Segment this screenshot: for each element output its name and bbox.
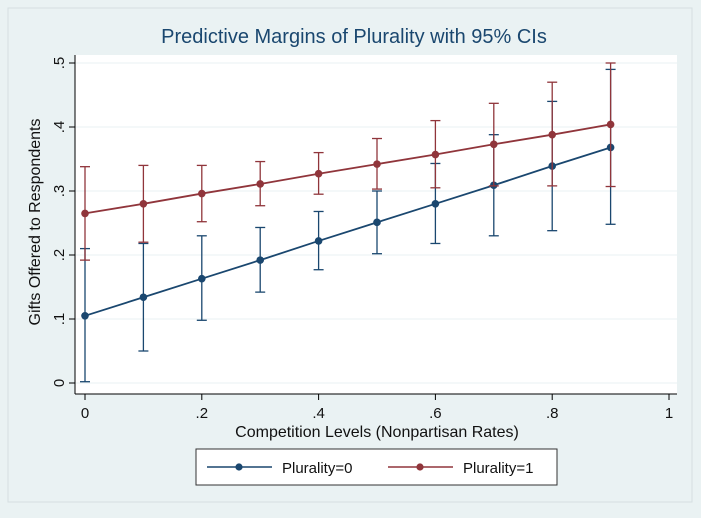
plot-region-outline <box>7 7 693 503</box>
y-axis-label: Gifts Offered to Respondents <box>27 119 44 326</box>
y-tick-label-4: .4 <box>51 121 68 134</box>
y-tick-label-3: .3 <box>51 185 68 198</box>
chart-title: Predictive Margins of Plurality with 95%… <box>161 26 547 48</box>
y-tick-label-1: .1 <box>51 313 68 326</box>
data-point-series-0-4 <box>314 237 323 245</box>
legend-marker-plurality-0 <box>235 463 243 471</box>
data-point-series-1-7 <box>490 140 498 149</box>
data-point-series-1-6 <box>431 150 440 159</box>
y-tick-label-2: .2 <box>51 249 68 262</box>
data-point-series-0-0 <box>81 312 89 320</box>
x-tick-label-0: 0 <box>81 405 89 422</box>
data-point-series-1-3 <box>256 180 265 188</box>
series-line-1 <box>84 123 611 215</box>
data-point-series-0-5 <box>373 218 381 227</box>
axes: 0 .1 .2 .3 .4 .5 0 .2 .4 .6 .8 1 <box>51 55 677 422</box>
x-tick-label-3: .6 <box>429 405 442 422</box>
y-tick-label-5: .5 <box>51 57 68 70</box>
legend: Plurality=0 Plurality=1 <box>195 448 558 486</box>
legend-label-plurality-1: Plurality=1 <box>463 460 533 477</box>
x-tick-label-2: .4 <box>312 405 325 422</box>
gridlines <box>75 62 677 384</box>
series-layer <box>80 62 616 383</box>
data-point-series-1-4 <box>314 169 323 178</box>
x-tick-label-4: .8 <box>546 405 559 422</box>
data-point-series-0-3 <box>256 256 265 264</box>
data-point-series-1-5 <box>373 160 381 168</box>
x-tick-label-1: .2 <box>196 405 209 422</box>
x-tick-label-5: 1 <box>665 405 673 422</box>
series-1 <box>80 62 616 261</box>
x-axis-label: Competition Levels (Nonpartisan Rates) <box>235 424 519 441</box>
data-point-series-1-8 <box>548 130 556 139</box>
series-line-0 <box>84 146 611 317</box>
data-point-series-0-2 <box>198 274 206 283</box>
legend-marker-plurality-1 <box>416 463 424 471</box>
data-point-series-1-9 <box>606 120 615 129</box>
legend-label-plurality-0: Plurality=0 <box>282 460 352 477</box>
data-point-series-1-2 <box>198 189 206 198</box>
data-point-series-1-1 <box>139 200 148 208</box>
y-tick-label-0: 0 <box>51 379 68 387</box>
data-point-series-1-0 <box>81 209 89 218</box>
data-point-series-0-6 <box>431 200 440 208</box>
data-point-series-0-1 <box>139 293 148 302</box>
